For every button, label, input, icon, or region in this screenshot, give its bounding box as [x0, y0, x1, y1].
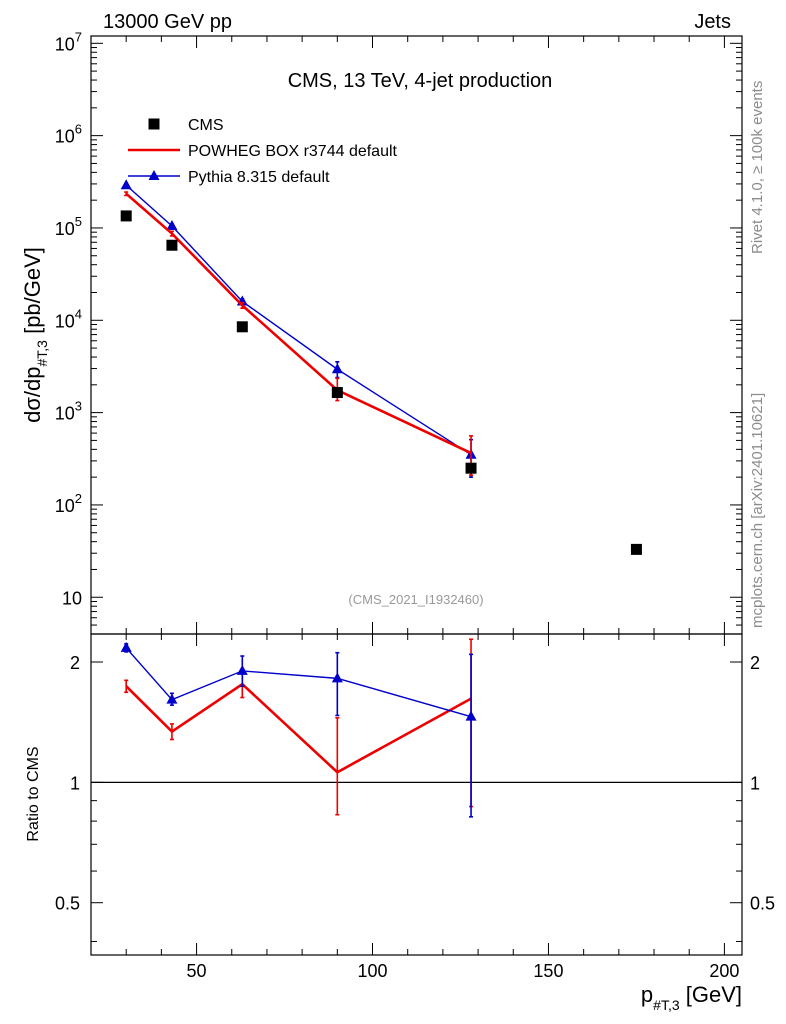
data-point-square — [331, 387, 343, 399]
y-tick-label: 10 — [62, 588, 82, 608]
ratio-series-powheg-box-r3744-default — [124, 638, 474, 816]
rivet-version-label: Rivet 4.1.0, ≥ 100k events — [749, 81, 766, 254]
y-tick-label-exponent: 6 — [75, 122, 82, 137]
series-powheg-box-r3744-default — [124, 191, 474, 476]
ratio-y-axis-label: Ratio to CMS — [25, 746, 42, 841]
legend-item-pythia-8-315-default: Pythia 8.315 default — [128, 169, 330, 186]
x-tick-label: 50 — [187, 961, 207, 981]
x-axis-label-main: p — [641, 982, 653, 1007]
data-point-square — [120, 210, 132, 222]
data-point-square — [465, 462, 477, 474]
main-data-layer — [120, 179, 642, 555]
ratio-tick-label-right: 0.5 — [750, 894, 775, 914]
legend-label: POWHEG BOX r3744 default — [188, 143, 398, 160]
x-tick-label: 200 — [709, 961, 739, 981]
legend-label: Pythia 8.315 default — [188, 169, 330, 186]
analysis-id: (CMS_2021_I1932460) — [348, 592, 483, 607]
legend-item-powheg-box-r3744-default: POWHEG BOX r3744 default — [128, 143, 398, 160]
y-tick-label-base: 10 — [55, 496, 75, 516]
data-point-triangle — [166, 220, 178, 231]
y-tick-label-base: 10 — [55, 219, 75, 239]
x-axis-label-unit: [GeV] — [680, 982, 742, 1007]
ratio-series-pythia-8-315-default — [120, 641, 477, 818]
legend-marker-triangle — [148, 170, 160, 180]
y-tick-label-exponent: 3 — [75, 399, 82, 414]
data-point-square — [236, 321, 248, 333]
legend: CMS POWHEG BOX r3744 default Pythia 8.315 … — [128, 117, 398, 186]
y-tick-label-exponent: 5 — [75, 214, 82, 229]
ratio-tick-label-left: 2 — [70, 653, 80, 673]
ratio-data-layer — [120, 638, 477, 818]
ratio-point-triangle — [465, 710, 477, 721]
legend-item-cms: CMS — [148, 117, 224, 134]
x-axis-label-sub: #T,3 — [653, 997, 680, 1013]
chart-title: CMS, 13 TeV, 4-jet production — [288, 70, 553, 92]
ratio-tick-label-right: 2 — [750, 653, 760, 673]
y-tick-label: 105 — [55, 214, 82, 239]
y-axis-label-main: dσ/dp — [20, 367, 45, 423]
data-point-square — [630, 543, 642, 555]
legend-label: CMS — [188, 117, 224, 134]
data-point-triangle — [120, 179, 132, 190]
y-axis-label-unit: [pb/GeV] — [20, 247, 45, 340]
x-tick-label: 100 — [357, 961, 387, 981]
y-tick-label: 106 — [55, 122, 82, 147]
y-tick-label-base: 10 — [55, 311, 75, 331]
y-tick-label: 103 — [55, 399, 82, 424]
legend-marker-square — [148, 118, 160, 130]
y-tick-label-base: 10 — [62, 588, 82, 608]
ratio-point-triangle — [120, 641, 132, 652]
ratio-point-triangle — [166, 693, 178, 704]
y-axis-label: dσ/dp#T,3 [pb/GeV] — [20, 247, 50, 423]
ratio-point-triangle — [236, 664, 248, 675]
header-right: Jets — [694, 11, 731, 33]
ratio-tick-label-right: 1 — [750, 773, 760, 793]
y-tick-label: 104 — [55, 306, 82, 331]
ratio-point-triangle — [331, 672, 343, 683]
y-tick-label: 107 — [55, 29, 82, 54]
y-tick-label-base: 10 — [55, 404, 75, 424]
y-tick-label: 102 — [55, 491, 82, 516]
ratio-line — [125, 647, 472, 718]
y-tick-label-base: 10 — [55, 127, 75, 147]
data-point-square — [166, 239, 178, 251]
y-tick-label-base: 10 — [55, 34, 75, 54]
x-tick-label: 150 — [533, 961, 563, 981]
y-tick-label-exponent: 4 — [75, 306, 82, 321]
header-left: 13000 GeV pp — [103, 11, 232, 33]
y-tick-label-exponent: 7 — [75, 29, 82, 44]
ratio-axis-ticks: 50 100 150 200 0.5 0.5 1 1 2 2 — [55, 634, 775, 981]
y-axis-label-sub: #T,3 — [34, 340, 50, 367]
mcplots-reference-label: mcplots.cern.ch [arXiv:2401.10621] — [749, 393, 766, 628]
ratio-plot-frame — [90, 633, 743, 956]
ratio-tick-label-left: 1 — [70, 773, 80, 793]
data-point-triangle — [331, 363, 343, 374]
series-pythia-8-315-default — [120, 179, 477, 478]
series-cms — [120, 210, 642, 555]
x-axis-label: p#T,3 [GeV] — [641, 982, 742, 1013]
y-tick-label-exponent: 2 — [75, 491, 82, 506]
series-line — [125, 184, 472, 456]
ratio-tick-label-left: 0.5 — [55, 894, 80, 914]
